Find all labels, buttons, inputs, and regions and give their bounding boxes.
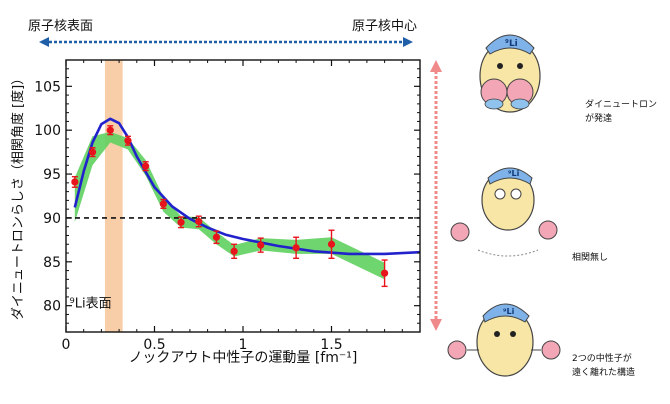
x-axis-title: ノックアウト中性子の運動量 [fm⁻¹] (129, 350, 358, 366)
uncertainty-band (74, 131, 385, 280)
caption-line: が発達 (585, 114, 613, 124)
separated-neutrons-illustration: ⁹Li (447, 303, 561, 377)
uncorrelated-illustration: ⁹Li (450, 167, 558, 257)
dineutron-illustration: ⁹Li (479, 34, 541, 113)
y-tick-label: 85 (43, 255, 61, 271)
data-point (71, 178, 79, 186)
dineutron-caption: ダイニュートロン が発達 (585, 98, 657, 126)
y-tick-label: 90 (43, 211, 61, 227)
data-point (106, 126, 114, 134)
x-tick-label: 0 (62, 337, 71, 353)
uncorrelated-caption: 相関無し (572, 251, 608, 265)
caption-line: 相関無し (572, 253, 609, 263)
svg-text:⁹Li: ⁹Li (505, 39, 518, 49)
data-point (195, 217, 203, 226)
center-label: 原子核中心 (352, 19, 417, 34)
x-tick-label: 1.5 (320, 337, 342, 353)
separated-caption: 2つの中性子が 遠く離れた構造 (572, 352, 635, 380)
data-point (212, 233, 221, 241)
x-tick-label: 0.5 (143, 337, 165, 353)
data-point (292, 244, 300, 252)
y-tick-label: 95 (43, 167, 61, 183)
data-point (381, 269, 389, 277)
svg-text:⁹Li: ⁹Li (508, 169, 520, 178)
caption-line: 遠く離れた構造 (572, 368, 636, 378)
data-point (88, 148, 97, 156)
y-axis-title: ダイニュートロンらしさ（相関角度 [度]） (10, 72, 26, 320)
data-point (142, 162, 150, 170)
y-tick-label: 100 (34, 123, 61, 139)
theory-curve (73, 117, 420, 256)
data-point (327, 240, 336, 248)
svg-text:⁹Li: ⁹Li (503, 307, 515, 316)
data-point (124, 137, 132, 145)
caption-line: ダイニュートロン (585, 100, 658, 110)
data-point (177, 218, 185, 226)
surface-label: 原子核表面 (28, 19, 93, 34)
y-tick-label: 105 (34, 79, 61, 95)
data-point (257, 241, 265, 249)
surface-highlight-band (104, 60, 123, 332)
caption-line: 2つの中性子が (572, 354, 632, 364)
data-point (230, 247, 238, 255)
surface-annotation: ⁹Li表面 (70, 296, 112, 311)
data-point (159, 200, 167, 208)
y-tick-label: 80 (43, 299, 61, 315)
x-tick-label: 1 (239, 337, 248, 353)
